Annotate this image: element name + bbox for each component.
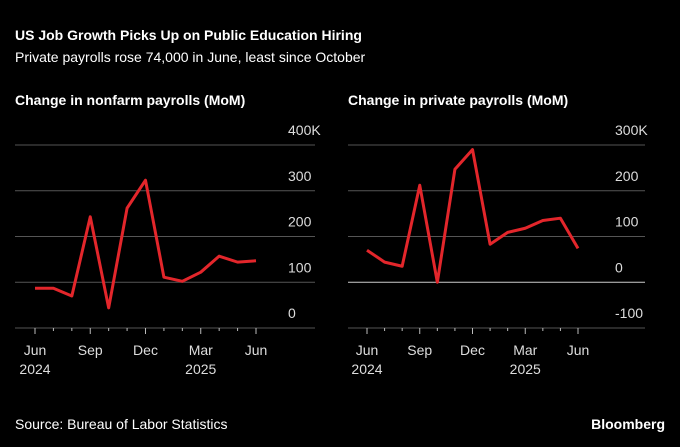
chart-title: Change in private payrolls (MoM) <box>348 92 568 108</box>
y-tick-label: -100 <box>615 305 643 321</box>
x-tick-label: Jun <box>567 342 590 358</box>
title: US Job Growth Picks Up on Public Educati… <box>15 27 362 43</box>
source: Source: Bureau of Labor Statistics <box>15 416 227 432</box>
x-tick-label: Dec <box>460 342 485 358</box>
x-tick-label: Sep <box>78 342 103 358</box>
x-tick-label: Sep <box>407 342 432 358</box>
y-tick-label: 100 <box>615 214 639 230</box>
y-tick-label: 400K <box>288 122 321 138</box>
x-year-label: 2025 <box>185 361 216 377</box>
y-tick-label: 100 <box>288 259 312 275</box>
y-tick-label: 300K <box>615 122 648 138</box>
y-tick-label: 200 <box>615 168 639 184</box>
y-tick-label: 200 <box>288 214 312 230</box>
x-year-label: 2024 <box>351 361 382 377</box>
line <box>366 148 580 284</box>
chart-title: Change in nonfarm payrolls (MoM) <box>15 92 245 108</box>
x-tick-label: Jun <box>356 342 379 358</box>
x-tick-label: Mar <box>513 342 537 358</box>
brand: Bloomberg <box>591 416 665 432</box>
x-tick-label: Dec <box>133 342 158 358</box>
subtitle: Private payrolls rose 74,000 in June, le… <box>15 49 366 65</box>
x-year-label: 2024 <box>19 361 50 377</box>
x-tick-label: Mar <box>189 342 213 358</box>
y-tick-label: 300 <box>288 168 312 184</box>
y-tick-label: 0 <box>288 305 296 321</box>
y-tick-label: 0 <box>615 259 623 275</box>
line <box>35 178 257 310</box>
x-tick-label: Jun <box>245 342 268 358</box>
x-year-label: 2025 <box>510 361 541 377</box>
x-tick-label: Jun <box>24 342 47 358</box>
